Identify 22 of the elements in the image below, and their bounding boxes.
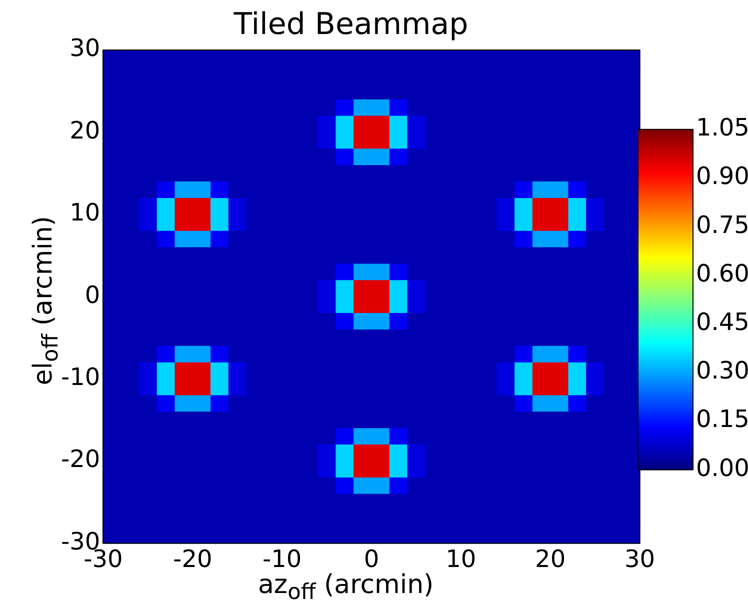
color-bar-label: 0.30: [696, 356, 748, 385]
x-tick-label: 10: [446, 544, 476, 573]
color-bar-label: 0.75: [696, 210, 748, 239]
color-bar-label: 0.45: [696, 308, 748, 336]
x-axis-title: az$_{off}$ (arcmin): [258, 570, 434, 606]
x-tick-label: 0: [364, 544, 380, 573]
color-bar-label: 0.90: [696, 162, 748, 190]
chart-title: Tiled Beammap: [232, 6, 468, 42]
color-bar-label: 0.60: [696, 259, 748, 288]
y-tick-label: -20: [60, 445, 100, 474]
y-tick-label: 30: [70, 34, 100, 62]
y-tick-label: 0: [84, 280, 100, 309]
y-tick-label: 20: [70, 116, 100, 144]
color-bar-label: 1.05: [696, 114, 748, 142]
y-tick-label: 10: [70, 198, 100, 227]
x-tick-label: 30: [624, 544, 656, 573]
x-tick-label: 20: [535, 544, 566, 573]
x-tick-label: -20: [173, 544, 212, 573]
y-tick-label: -10: [60, 363, 100, 392]
color-bar-label: 0.00: [696, 454, 748, 482]
x-tick-label: -10: [262, 544, 302, 573]
color-bar-label: 0.15: [696, 405, 748, 434]
